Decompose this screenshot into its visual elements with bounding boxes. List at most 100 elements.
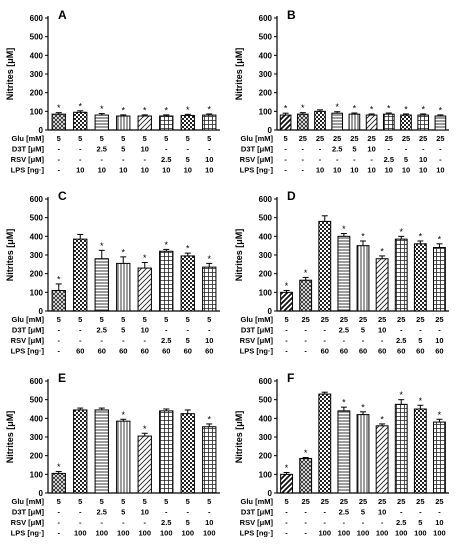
y-tick-label: 400 (259, 414, 273, 423)
y-tick-label: 100 (30, 470, 44, 479)
y-axis-title: Nitrites [μM] (234, 411, 244, 464)
row-cell-glu: 5 (164, 134, 168, 143)
row-cell-d3t: - (319, 145, 322, 154)
row-cell-glu: 5 (100, 134, 104, 143)
row-cell-rsv: 5 (404, 155, 408, 164)
row-label-d3t: D3T [μM] (241, 326, 274, 335)
row-cell-d3t: - (187, 508, 190, 517)
row-cell-glu: 25 (367, 134, 375, 143)
significance-marker: * (335, 102, 339, 112)
row-cell-glu: 5 (143, 134, 147, 143)
chart-panel-c: C Nitrites [μM] 0 100 200 300 400 500 600 * * * * * * *… (5, 189, 220, 356)
row-label-rsv: RSV [μM] (11, 336, 45, 345)
row-cell-rsv: - (381, 518, 384, 527)
row-cell-rsv: - (101, 155, 104, 164)
row-label-glu: Glu [mM] (12, 134, 45, 143)
row-cell-lps: 100 (181, 529, 194, 538)
row-cell-glu: 25 (397, 497, 405, 506)
bar (202, 114, 217, 131)
row-cell-lps: 100 (319, 529, 332, 538)
y-axis-title: Nitrites [μM] (5, 48, 15, 101)
bar (73, 111, 88, 131)
row-cell-lps: - (304, 529, 307, 538)
bar (280, 291, 293, 312)
significance-marker: * (285, 463, 289, 473)
row-cell-d3t: 10 (141, 508, 149, 517)
row-cell-glu: 25 (321, 497, 329, 506)
row-cell-rsv: 2.5 (384, 155, 394, 164)
row-cell-glu: 5 (78, 497, 82, 506)
row-label-d3t: D3T [μM] (12, 145, 45, 154)
row-cell-glu: 25 (350, 134, 358, 143)
significance-marker: * (438, 234, 442, 244)
bar (296, 113, 309, 131)
bar (116, 115, 131, 131)
row-cell-lps: 60 (416, 347, 424, 356)
row-cell-rsv: - (58, 336, 61, 345)
row-cell-lps: 10 (205, 166, 213, 175)
row-cell-lps: - (284, 166, 287, 175)
bar (94, 114, 109, 131)
y-tick-label: 500 (30, 33, 44, 42)
row-cell-glu: 5 (164, 497, 168, 506)
row-cell-rsv: 2.5 (161, 518, 171, 527)
row-cell-rsv: - (370, 155, 373, 164)
bar (433, 421, 446, 494)
row-cell-rsv: - (324, 336, 327, 345)
row-cell-lps: 60 (76, 347, 84, 356)
significance-marker: * (207, 104, 211, 114)
row-cell-glu: 25 (359, 497, 367, 506)
row-cell-rsv: - (79, 155, 82, 164)
bar (382, 113, 395, 131)
row-cell-d3t: - (405, 145, 408, 154)
row-cell-d3t: - (284, 145, 287, 154)
row-cell-d3t: 2.5 (339, 326, 349, 335)
y-tick-label: 200 (259, 270, 273, 279)
row-cell-lps: 100 (376, 529, 389, 538)
row-cell-lps: 10 (98, 166, 106, 175)
bar (94, 258, 109, 312)
row-cell-rsv: - (284, 155, 287, 164)
bar (180, 413, 195, 494)
y-tick-label: 500 (259, 33, 273, 42)
row-cell-rsv: - (302, 155, 305, 164)
row-cell-glu: 5 (100, 315, 104, 324)
row-cell-d3t: - (400, 508, 403, 517)
row-cell-d3t: - (187, 326, 190, 335)
y-tick-label: 600 (30, 195, 44, 204)
bar (365, 114, 378, 131)
row-cell-rsv: - (304, 336, 307, 345)
row-cell-rsv: 10 (419, 155, 427, 164)
row-cell-d3t: - (302, 145, 305, 154)
row-cell-rsv: - (79, 518, 82, 527)
significance-marker: * (100, 241, 104, 251)
row-label-lps: LPS [ng·] (11, 166, 45, 175)
row-label-glu: Glu [mM] (241, 315, 274, 324)
row-label-rsv: RSV [μM] (11, 518, 45, 527)
row-cell-rsv: - (101, 518, 104, 527)
row-cell-lps: 100 (395, 529, 408, 538)
bar (299, 279, 313, 312)
row-cell-d3t: 2.5 (97, 508, 107, 517)
row-cell-d3t: 10 (378, 326, 386, 335)
row-cell-glu: 25 (397, 315, 405, 324)
row-cell-rsv: - (122, 155, 125, 164)
y-tick-label: 600 (259, 14, 273, 23)
row-cell-rsv: - (144, 518, 147, 527)
y-tick-label: 600 (30, 14, 44, 23)
y-axis-title: Nitrites [μM] (5, 411, 15, 464)
row-cell-glu: 25 (340, 315, 348, 324)
y-tick-label: 600 (259, 377, 273, 386)
row-cell-lps: 60 (184, 347, 192, 356)
row-cell-d3t: - (419, 326, 422, 335)
row-cell-lps: 10 (162, 166, 170, 175)
significance-marker: * (100, 104, 104, 114)
row-cell-d3t: - (165, 508, 168, 517)
row-cell-glu: 5 (57, 315, 61, 324)
y-tick-label: 0 (39, 307, 44, 316)
row-cell-d3t: - (304, 326, 307, 335)
bar (159, 410, 174, 494)
significance-marker: * (353, 104, 357, 114)
panel-label: F (287, 371, 294, 385)
y-axis-title: Nitrites [μM] (234, 229, 244, 282)
